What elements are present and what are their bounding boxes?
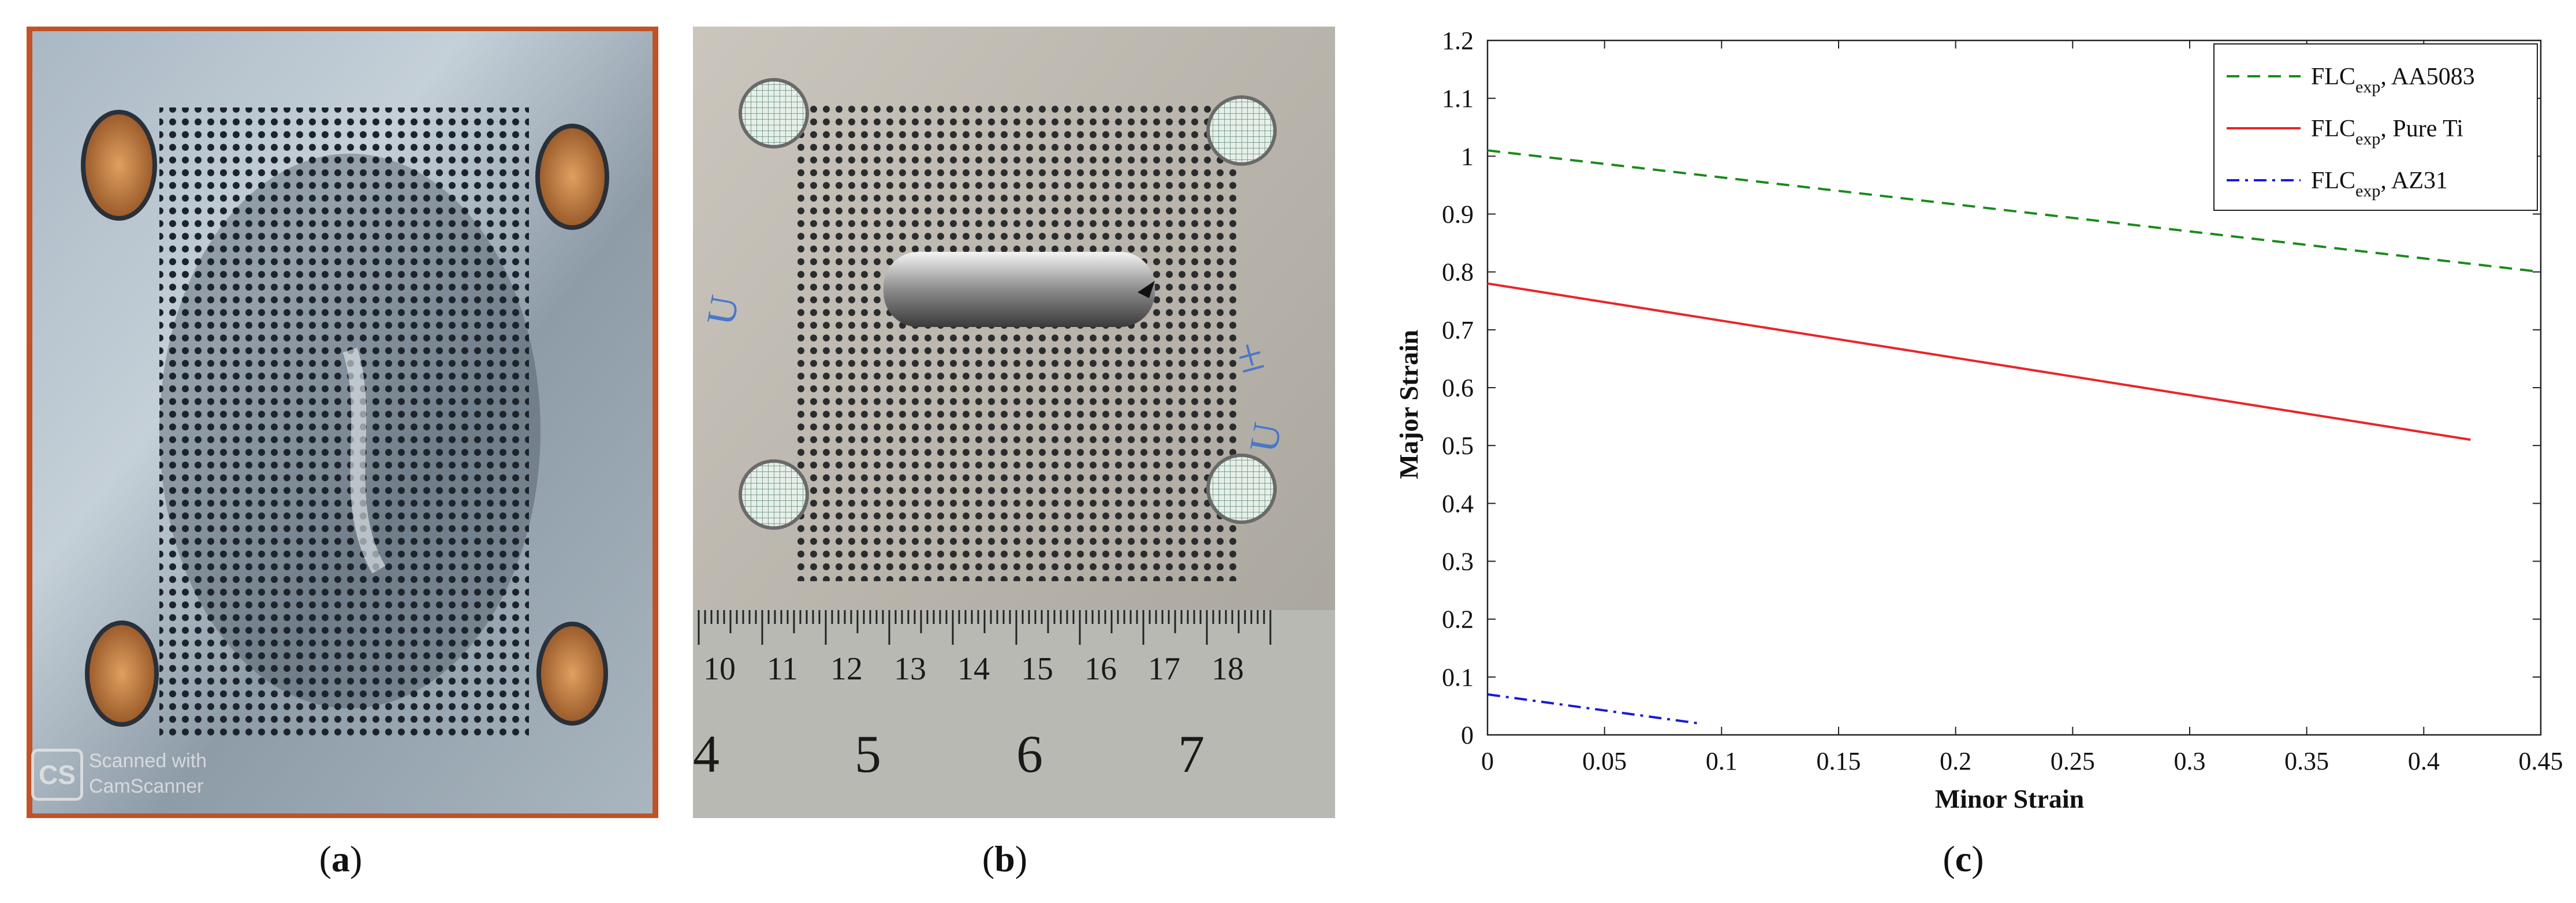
flc-chart: 0 0.05 0.1 0.15 0.2 0.25 0.3 0.35 0.4 0.45 0 0.1 0.2…: [1394, 27, 2563, 813]
caption-a: (a): [319, 838, 363, 879]
y-tick-label: 1: [1461, 142, 1474, 170]
bolt-hole: [1206, 95, 1277, 166]
x-tick-label: 0.3: [2174, 747, 2206, 775]
ruler-inch-label: 4: [693, 724, 720, 783]
x-tick-label: 0.05: [1582, 747, 1627, 775]
ruler-labels: 10 11 12 13 14 15 16 17 18 4 5 6 7: [693, 651, 1244, 783]
series-line-1: [1487, 282, 2471, 441]
x-tick-label: 0.4: [2408, 747, 2440, 775]
crack: [1138, 281, 1155, 298]
dot-grid: [159, 107, 529, 737]
ruler-inch-label: 6: [1016, 724, 1043, 783]
y-tick-label: 0: [1461, 721, 1474, 749]
legend-entry-1: FLCexp, Pure Ti: [2311, 116, 2463, 148]
photo-a-image: [27, 27, 658, 818]
x-tick-label: 0.35: [2284, 747, 2329, 775]
series-line-0: [1487, 149, 2541, 273]
caption-b-label: b: [994, 838, 1015, 879]
bolt-hole: [81, 110, 157, 221]
x-tick-label: 0: [1481, 747, 1494, 775]
dot-grid: [797, 102, 1242, 581]
bolt-hole: [536, 622, 608, 726]
ruler-cm-label: 14: [957, 651, 990, 687]
deformation-highlight: [342, 347, 386, 574]
x-axis-label: Minor Strain: [1935, 784, 2085, 813]
x-tick-label: 0.15: [1817, 747, 1861, 775]
ruler-ticks: [698, 610, 1272, 645]
watermark-line-2: CamScanner: [89, 775, 204, 797]
y-axis-label: Major Strain: [1394, 330, 1423, 480]
photo-panel-a: CS Scanned with CamScanner: [27, 27, 658, 818]
y-tick-label: 0.6: [1442, 374, 1474, 402]
series-line-2: [1487, 693, 1699, 724]
photo-panel-b: U ± U 10 11 12 13 14 15 16 17 18 4 5 6 7: [693, 27, 1335, 818]
y-tick-label: 0.4: [1442, 489, 1474, 518]
x-tick-label: 0.1: [1706, 747, 1738, 775]
y-tick-label: 0.5: [1442, 432, 1474, 460]
camscanner-watermark: CS Scanned with CamScanner: [31, 743, 239, 812]
ruler-cm-label: 11: [767, 651, 798, 687]
ruler-cm-label: 17: [1148, 651, 1180, 687]
bolt-hole: [535, 124, 609, 230]
y-tick-label: 0.3: [1442, 548, 1474, 576]
ruler-inch-label: 5: [855, 724, 881, 783]
ruler-cm-label: 15: [1021, 651, 1053, 687]
bolt-hole: [739, 78, 809, 148]
y-tick-label: 0.2: [1442, 605, 1474, 634]
bolt-hole: [739, 459, 809, 530]
ruler-cm-label: 13: [894, 651, 926, 687]
ruler: [693, 610, 1335, 818]
x-tick-label: 0.25: [2051, 747, 2095, 775]
ruler-inch-label: 7: [1178, 724, 1205, 783]
y-tick-label: 0.1: [1442, 663, 1474, 692]
bolt-hole: [85, 620, 159, 727]
y-tick-label: 1.1: [1442, 84, 1474, 113]
photo-b-image: U ± U 10 11 12 13 14 15 16 17 184 5 6 7: [693, 27, 1335, 818]
watermark-line-1: Scanned with: [89, 750, 207, 772]
x-tick-label: 0.2: [1940, 747, 1971, 775]
y-tick-label: 1.2: [1442, 27, 1474, 55]
caption-c-label: c: [1955, 838, 1972, 879]
ruler-cm-label: 18: [1211, 651, 1244, 687]
caption-a-label: a: [331, 838, 350, 879]
y-tick-label: 0.8: [1442, 258, 1474, 287]
y-tick-label: 0.9: [1442, 200, 1474, 229]
bolt-hole: [1206, 454, 1277, 524]
legend-entry-0: FLCexp, AA5083: [2311, 64, 2475, 96]
cs-logo: CS: [31, 749, 83, 801]
x-tick-label: 0.45: [2519, 747, 2563, 775]
caption-b: (b): [982, 838, 1028, 879]
formed-groove: [883, 252, 1155, 327]
ruler-cm-label: 10: [703, 651, 736, 687]
y-tick-label: 0.7: [1442, 316, 1474, 344]
caption-c: (c): [1943, 838, 1984, 879]
ruler-cm-label: 12: [830, 651, 863, 687]
ruler-cm-label: 16: [1084, 651, 1117, 687]
legend-entry-2: FLCexp, AZ31: [2311, 168, 2448, 200]
